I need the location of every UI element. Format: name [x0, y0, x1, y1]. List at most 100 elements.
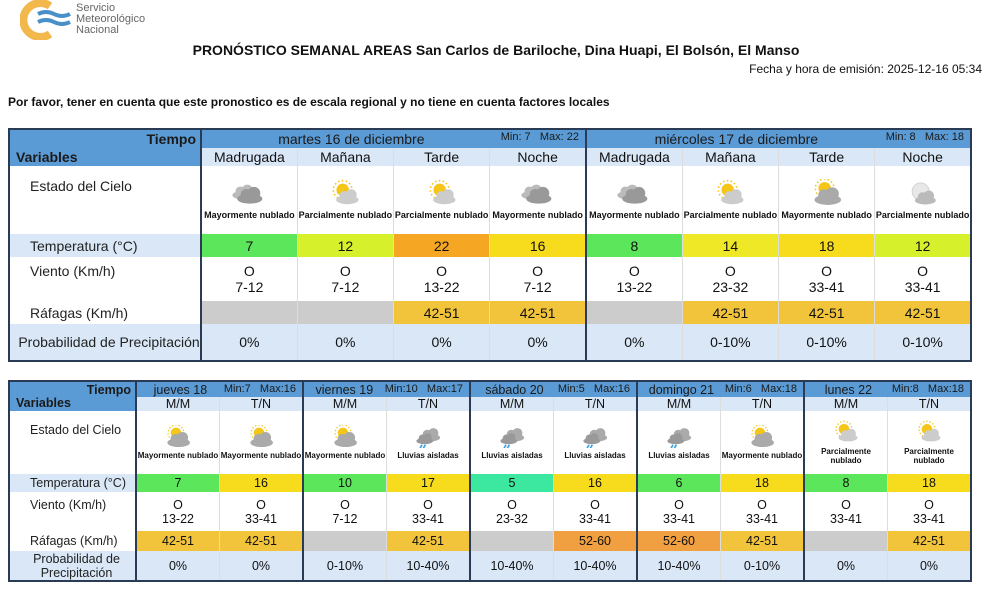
temperature-cell: 18	[777, 234, 875, 257]
sky-description: Mayormente nublado	[304, 451, 386, 461]
sky-cell: Parcialmente nublado	[874, 166, 971, 234]
temperature-cell: 16	[489, 234, 586, 257]
sky-description: Mayormente nublado	[781, 210, 872, 221]
page-title: PRONÓSTICO SEMANAL AREAS San Carlos de B…	[192, 42, 800, 58]
temperature-cell: 8	[584, 234, 683, 257]
sky-description: Parcialmente nublado	[683, 210, 778, 221]
precip-prob-cell: 0-10%	[302, 551, 387, 581]
row-label-rafagas: Ráfagas (Km/h)	[8, 301, 201, 324]
temperature-cell: 14	[681, 234, 779, 257]
sky-cell: Mayormente nublado	[135, 411, 220, 474]
day-max: Max: 22	[539, 131, 579, 143]
sky-description: Parcialmente nublado	[394, 210, 489, 221]
period-header: Mañana	[296, 148, 394, 166]
tiempo-label: Tiempo	[146, 131, 196, 147]
smn-logo: Servicio Meteorológico Nacional	[20, 0, 145, 40]
sky-description: Parcialmente nublado	[821, 446, 871, 465]
row-label-cielo: Estado del Cielo	[8, 166, 201, 234]
day-max: Max:18	[927, 382, 964, 395]
mostly-cloudy-icon	[520, 184, 552, 204]
day-header: sábado 20 Min:5 Max:16	[469, 381, 637, 397]
precip-prob-cell: 0%	[803, 551, 888, 581]
wind-speed: 33-41	[412, 511, 444, 526]
gust-cell: 42-51	[392, 301, 490, 324]
sky-description: Lluvias aisladas	[481, 451, 543, 461]
wind-cell: O 33-41	[553, 492, 637, 531]
temperature-cell: 12	[296, 234, 394, 257]
wind-speed: 13-22	[162, 511, 194, 526]
forecast-table-days-3-7: Tiempo Variables jueves 18 Min:7 Max:16 vier…	[8, 380, 972, 582]
gust-cell	[584, 301, 683, 324]
temperature-cell: 10	[302, 474, 387, 492]
day-min: Min:8	[891, 382, 919, 395]
wind-direction: O	[917, 263, 929, 279]
sky-cell: Parcialmente nublado	[803, 411, 888, 474]
wind-cell: O 33-41	[219, 492, 303, 531]
precip-prob-cell: 10-40%	[386, 551, 470, 581]
rain-icon	[667, 427, 692, 449]
sky-description: Lluvias aisladas	[564, 451, 626, 461]
forecast-table-days-1-2: Tiempo Variables martes 16 de diciembre Min…	[8, 128, 972, 362]
wind-speed: 13-22	[423, 279, 460, 295]
day-min: Min:5	[557, 382, 585, 395]
mostly-cloudy-sun-icon	[751, 423, 774, 447]
precip-prob-cell: 10-40%	[553, 551, 637, 581]
temperature-cell: 16	[219, 474, 303, 492]
precip-prob-cell: 0-10%	[720, 551, 804, 581]
partly-cloudy-icon	[332, 180, 359, 205]
wind-direction: O	[256, 497, 266, 512]
sky-cell: Lluvias aisladas	[386, 411, 470, 474]
period-header: M/M	[135, 397, 220, 411]
wind-cell: O 33-41	[803, 492, 888, 531]
sky-description: Parcialmente nublado	[298, 210, 393, 221]
mostly-cloudy-icon	[232, 184, 263, 204]
row-label-prob: Probabilidad de Precipitación	[8, 324, 201, 361]
wind-speed: 33-41	[663, 511, 695, 526]
day-max: Max:16	[259, 382, 296, 395]
period-header: M/M	[302, 397, 387, 411]
variables-label: Variables	[16, 149, 78, 165]
gust-cell: 42-51	[874, 301, 971, 324]
wind-direction: O	[243, 263, 255, 279]
day-header: lunes 22 Min:8 Max:18	[803, 381, 971, 397]
gust-cell: 42-51	[386, 531, 470, 551]
logo-text-line: Servicio	[76, 2, 116, 14]
row-label-temp: Temperatura (°C)	[8, 474, 136, 492]
period-header: T/N	[720, 397, 804, 411]
precip-prob-cell: 10-40%	[636, 551, 721, 581]
gust-cell	[469, 531, 554, 551]
period-header: M/M	[636, 397, 721, 411]
row-label-cielo: Estado del Cielo	[8, 411, 136, 474]
period-header: T/N	[553, 397, 637, 411]
smn-logo-icon	[20, 0, 71, 40]
wind-direction: O	[590, 497, 600, 512]
temperature-cell: 16	[553, 474, 637, 492]
rain-icon	[416, 427, 441, 449]
rain-icon	[583, 427, 608, 449]
day-min: Min: 8	[885, 131, 916, 143]
precip-prob-cell: 0%	[296, 324, 394, 361]
wind-cell: O 13-22	[392, 257, 490, 301]
wind-speed: 33-41	[245, 511, 277, 526]
wind-cell: O 33-41	[874, 257, 971, 301]
wind-speed: 23-32	[496, 511, 528, 526]
mostly-cloudy-sun-icon	[250, 423, 273, 447]
gust-cell	[302, 531, 387, 551]
gust-cell	[803, 531, 888, 551]
day-name: lunes 22	[824, 382, 873, 397]
sky-cell: Mayormente nublado	[219, 411, 303, 474]
wind-cell: O 13-22	[584, 257, 683, 301]
temperature-cell: 6	[636, 474, 721, 492]
wind-speed: 7-12	[331, 279, 360, 295]
sky-description: Mayormente nublado	[492, 210, 583, 221]
sky-cell: Mayormente nublado	[302, 411, 387, 474]
temperature-cell: 5	[469, 474, 554, 492]
day-header: miércoles 17 de diciembre Min: 8 Max: 18	[585, 129, 971, 148]
wind-direction: O	[339, 263, 351, 279]
day-name: miércoles 17 de diciembre	[654, 131, 819, 147]
precip-prob-cell: 0%	[199, 324, 298, 361]
period-header: Tarde	[777, 148, 875, 166]
wind-direction: O	[924, 497, 934, 512]
header-corner: Tiempo Variables	[8, 381, 136, 411]
day-header: domingo 21 Min:6 Max:18	[636, 381, 804, 397]
